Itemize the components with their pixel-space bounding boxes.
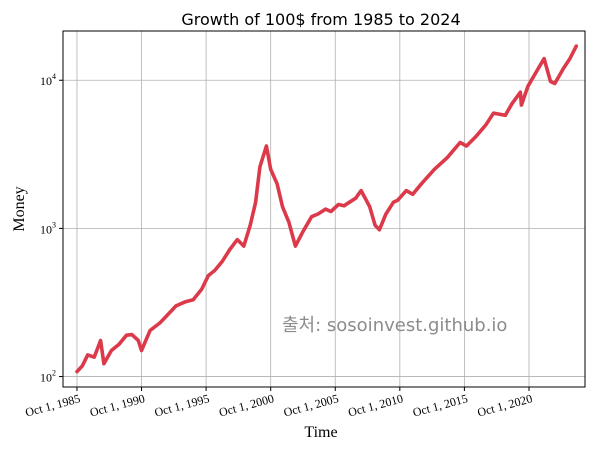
y-axis-label: Money <box>11 186 28 231</box>
x-axis-label: Time <box>304 424 337 441</box>
series-layer <box>75 44 579 374</box>
source-watermark: 출처: sosoinvest.github.io <box>282 315 507 336</box>
y-tick-label: 104 <box>40 72 56 88</box>
y-tick-label: 103 <box>40 220 56 236</box>
plot-frame <box>62 30 586 388</box>
series-line <box>75 44 579 374</box>
y-tick-label: 102 <box>40 369 56 385</box>
chart-title: Growth of 100$ from 1985 to 2024 <box>181 10 460 29</box>
y-axis-ticks: 102 103 104 <box>40 72 63 385</box>
